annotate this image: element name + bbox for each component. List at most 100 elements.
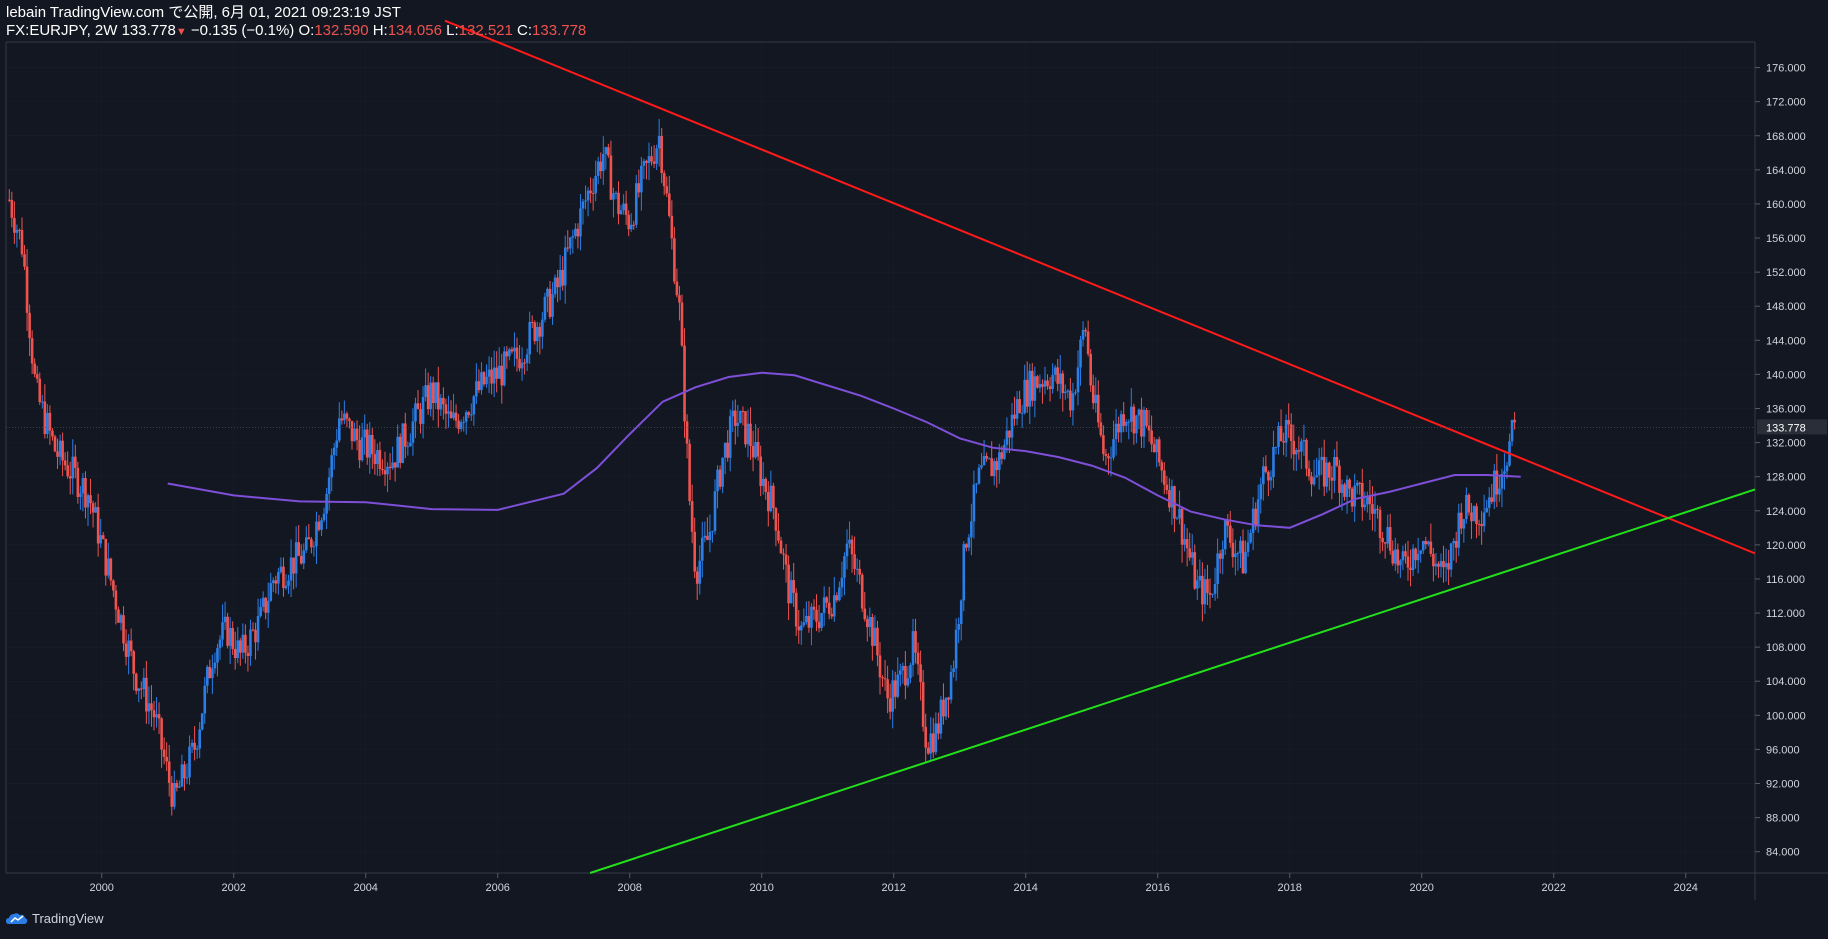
price-axis[interactable]: 84.000 88.000 92.000 96.000 100.000 104.000 10…: [1755, 63, 1806, 859]
candle-body: [1249, 532, 1252, 543]
tradingview-cloud-icon: [6, 913, 28, 924]
price-tick-label: 160.000: [1766, 199, 1806, 211]
candle-body: [579, 208, 582, 237]
candle-body: [1368, 496, 1372, 504]
candle-body: [932, 733, 935, 753]
candle-body: [114, 590, 118, 610]
price-tick-label: 164.000: [1766, 165, 1806, 177]
candle-body: [1454, 540, 1458, 548]
candle-body: [277, 572, 280, 584]
symbol-label[interactable]: FX:EURJPY, 2W: [6, 22, 118, 39]
candle-body: [624, 203, 628, 215]
candle-body: [1165, 484, 1169, 491]
candle-body: [81, 478, 85, 494]
candle-body: [1208, 592, 1212, 595]
candle-body: [627, 214, 630, 230]
candle-body: [343, 413, 346, 421]
candle-body: [556, 277, 559, 288]
candle-body: [706, 535, 709, 540]
candle-body: [1023, 379, 1026, 413]
candle-body: [574, 228, 577, 237]
candle-body: [1300, 441, 1303, 452]
candle-body: [500, 365, 504, 386]
candle-body: [1003, 444, 1006, 459]
candle-body: [866, 619, 869, 628]
candle-body: [840, 577, 844, 588]
candle-body: [949, 671, 953, 700]
candle-body: [58, 440, 62, 457]
candle-body: [584, 200, 587, 202]
candle-body: [1437, 563, 1440, 567]
candle-body: [947, 697, 950, 700]
candle-body: [411, 421, 415, 443]
moving-average-line: [167, 371, 1521, 529]
candle-body: [1213, 584, 1217, 594]
candle-body: [1160, 462, 1164, 471]
candle-body: [739, 411, 742, 423]
candle-body: [325, 493, 328, 514]
candle-body: [1223, 520, 1227, 550]
candle-body: [145, 677, 148, 712]
candle-body: [398, 436, 402, 463]
candle-body: [1259, 484, 1263, 500]
candle-body: [683, 345, 686, 422]
candle-body: [541, 319, 544, 337]
tradingview-logo[interactable]: TradingView: [6, 911, 104, 926]
candle-body: [609, 155, 613, 200]
candle-body: [335, 440, 339, 448]
candle-body: [1079, 339, 1082, 368]
high-value: 134.056: [387, 22, 442, 39]
candle-body: [515, 347, 519, 359]
candle-body: [693, 531, 696, 572]
candle-body: [734, 410, 737, 426]
candle-body: [972, 484, 976, 522]
candle-body: [848, 539, 851, 544]
candle-body: [1470, 512, 1473, 522]
candle-body: [223, 616, 227, 623]
time-tick-label: 2012: [881, 882, 905, 894]
candle-body: [1099, 422, 1103, 436]
candle-body: [76, 467, 80, 497]
candle-body: [1033, 376, 1037, 401]
candle-body: [112, 580, 115, 591]
candle-body: [619, 210, 623, 215]
candle-body: [1206, 579, 1209, 593]
candle-body: [990, 458, 993, 477]
candle-body: [332, 447, 336, 456]
candle-body: [1152, 444, 1156, 453]
candle-body: [800, 625, 803, 631]
candle-body: [858, 568, 861, 575]
candle-body: [563, 247, 567, 286]
candle-body: [61, 440, 64, 461]
candle-body: [373, 454, 377, 465]
candle-body: [442, 397, 445, 405]
candle-body: [160, 718, 163, 750]
candle-body: [503, 351, 506, 386]
candle-body: [764, 478, 768, 493]
low-value: 132.521: [458, 22, 513, 39]
publish-info: lebain TradingView.com で公開, 6月 01, 2021 …: [6, 4, 401, 21]
candle-body: [452, 412, 455, 418]
candle-body: [1201, 575, 1204, 605]
candle-body: [995, 461, 999, 471]
time-axis[interactable]: 2000 2002 2004 2006 2008 2010 2012 2014 2016 2018…: [89, 873, 1698, 894]
candle-body: [1112, 439, 1115, 458]
candle-body: [368, 434, 372, 458]
candle-body: [881, 677, 884, 679]
candle-body: [482, 372, 486, 385]
candle-body: [1107, 455, 1110, 459]
candle-body: [1444, 563, 1448, 568]
candle-body: [56, 451, 59, 457]
candle-body: [962, 544, 966, 601]
candle-body: [1124, 421, 1128, 426]
resistance-trendline: [444, 19, 1756, 555]
price-tick-label: 140.000: [1766, 369, 1806, 381]
candle-body: [835, 595, 839, 601]
candle-body: [175, 782, 179, 788]
candle-body: [1503, 471, 1506, 474]
candle-body: [10, 200, 14, 218]
candle-body: [279, 566, 283, 573]
candle-body: [1482, 512, 1486, 527]
candle-body: [365, 429, 369, 458]
